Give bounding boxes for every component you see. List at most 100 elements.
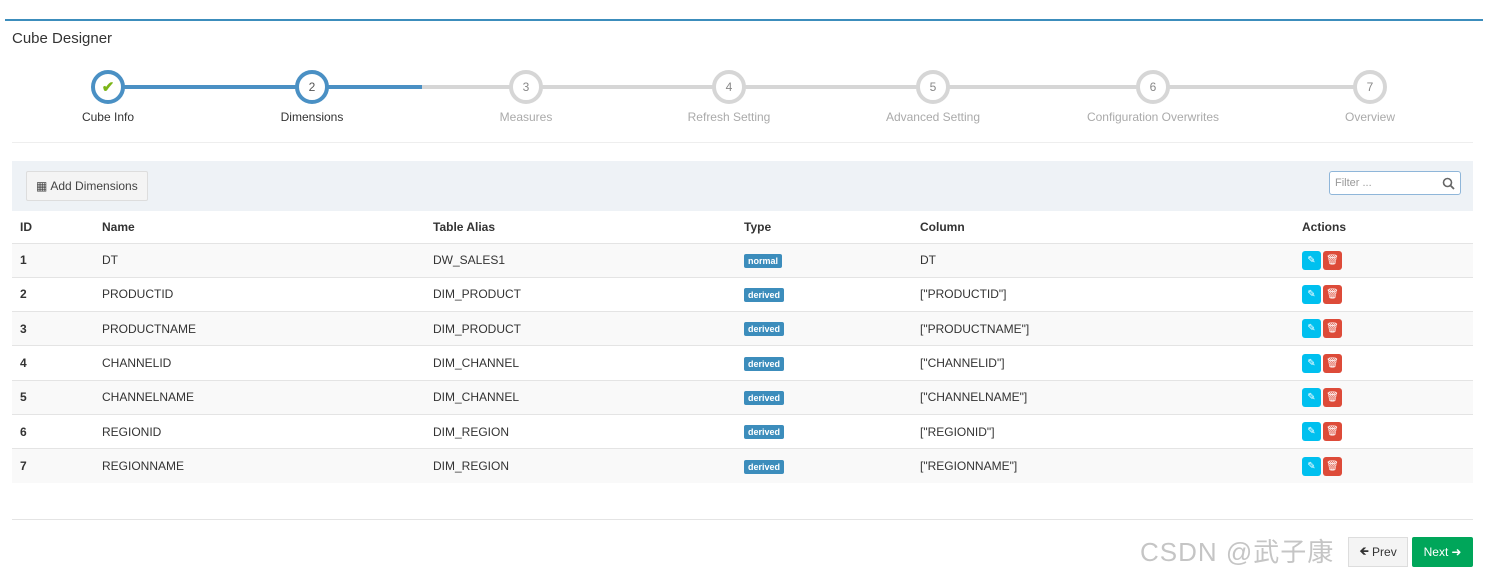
- cell-actions: ✎ 🗑: [1294, 276, 1473, 312]
- type-badge: derived: [744, 322, 785, 337]
- step-5[interactable]: 5 Advanced Setting: [833, 70, 1033, 124]
- step-circle: 7: [1353, 70, 1387, 104]
- step-7[interactable]: 7 Overview: [1270, 70, 1470, 124]
- cell-name: DT: [94, 242, 425, 278]
- delete-button[interactable]: 🗑: [1323, 422, 1342, 442]
- edit-button[interactable]: ✎: [1302, 319, 1321, 339]
- trash-icon: 🗑: [1326, 288, 1339, 300]
- cell-column: DT: [912, 242, 1294, 278]
- pencil-icon: ✎: [1307, 426, 1316, 438]
- trash-icon: 🗑: [1326, 357, 1339, 369]
- trash-icon: 🗑: [1326, 391, 1339, 403]
- cell-id: 7: [12, 448, 94, 484]
- arrow-right-icon: ➜: [1451, 545, 1462, 559]
- cell-actions: ✎ 🗑: [1294, 379, 1473, 415]
- edit-button[interactable]: ✎: [1302, 387, 1321, 407]
- arrow-left-icon: 🡸: [1359, 543, 1370, 558]
- table-row: 3 PRODUCTNAME DIM_PRODUCT derived ["PROD…: [12, 311, 1473, 346]
- type-badge: derived: [744, 390, 785, 405]
- step-6[interactable]: 6 Configuration Overwrites: [1053, 70, 1253, 124]
- cell-name: CHANNELID: [94, 345, 425, 381]
- edit-button[interactable]: ✎: [1302, 456, 1321, 476]
- step-1[interactable]: ✔ Cube Info: [8, 70, 208, 124]
- edit-button[interactable]: ✎: [1302, 353, 1321, 373]
- step-number: 7: [1366, 80, 1374, 94]
- cell-id: 3: [12, 311, 94, 346]
- cell-type: derived: [736, 276, 912, 312]
- prev-button[interactable]: 🡸 Prev: [1348, 537, 1408, 567]
- cell-name: REGIONNAME: [94, 448, 425, 484]
- type-badge: derived: [744, 356, 785, 371]
- step-circle: 3: [509, 70, 543, 104]
- add-dimensions-label: Add Dimensions: [50, 179, 138, 193]
- cell-type: derived: [736, 345, 912, 381]
- edit-button[interactable]: ✎: [1302, 250, 1321, 270]
- trash-icon: 🗑: [1326, 254, 1339, 266]
- step-label: Advanced Setting: [885, 110, 981, 124]
- cell-table-alias: DIM_CHANNEL: [425, 379, 736, 415]
- type-badge: derived: [744, 459, 785, 474]
- column-header: ID: [20, 219, 32, 234]
- step-number: 3: [522, 80, 530, 94]
- progress-track-done: [108, 85, 422, 89]
- edit-button[interactable]: ✎: [1302, 422, 1321, 442]
- divider: [12, 142, 1473, 143]
- cell-type: derived: [736, 448, 912, 484]
- cell-actions: ✎ 🗑: [1294, 311, 1473, 346]
- step-label: Overview: [1344, 110, 1395, 124]
- building-icon: ▦: [36, 179, 48, 193]
- step-circle: 2: [295, 70, 329, 104]
- step-number: 6: [1149, 80, 1157, 94]
- step-circle: 6: [1136, 70, 1170, 104]
- cell-actions: ✎ 🗑: [1294, 242, 1473, 278]
- delete-button[interactable]: 🗑: [1323, 250, 1342, 270]
- table-row: 2 PRODUCTID DIM_PRODUCT derived ["PRODUC…: [12, 276, 1473, 312]
- cell-table-alias: DIM_PRODUCT: [425, 311, 736, 346]
- column-header: Name: [102, 219, 135, 234]
- cell-type: derived: [736, 413, 912, 449]
- cell-id: 1: [12, 242, 94, 278]
- cell-type: derived: [736, 379, 912, 415]
- next-button[interactable]: Next ➜: [1412, 537, 1473, 567]
- step-number: 5: [929, 80, 937, 94]
- type-badge: normal: [744, 253, 783, 268]
- step-label: Refresh Setting: [687, 110, 771, 124]
- cell-table-alias: DW_SALES1: [425, 242, 736, 278]
- step-circle: 4: [712, 70, 746, 104]
- cell-name: CHANNELNAME: [94, 379, 425, 415]
- filter-input[interactable]: Filter ...: [1329, 171, 1461, 195]
- delete-button[interactable]: 🗑: [1323, 284, 1342, 304]
- step-number: 4: [725, 80, 733, 94]
- cell-id: 4: [12, 345, 94, 381]
- cell-column: ["CHANNELNAME"]: [912, 379, 1294, 415]
- table-row: 1 DT DW_SALES1 normal DT ✎ 🗑: [12, 242, 1473, 278]
- delete-button[interactable]: 🗑: [1323, 319, 1342, 339]
- pencil-icon: ✎: [1307, 357, 1316, 369]
- delete-button[interactable]: 🗑: [1323, 387, 1342, 407]
- pencil-icon: ✎: [1307, 460, 1316, 472]
- delete-button[interactable]: 🗑: [1323, 456, 1342, 476]
- cell-name: REGIONID: [94, 413, 425, 449]
- pencil-icon: ✎: [1307, 323, 1316, 335]
- step-2[interactable]: 2 Dimensions: [212, 70, 412, 124]
- filter-placeholder: Filter ...: [1335, 177, 1372, 189]
- cell-column: ["PRODUCTID"]: [912, 276, 1294, 312]
- edit-button[interactable]: ✎: [1302, 284, 1321, 304]
- add-dimensions-button[interactable]: ▦ Add Dimensions: [26, 171, 148, 201]
- step-circle: 5: [916, 70, 950, 104]
- pencil-icon: ✎: [1307, 254, 1316, 266]
- page-title: Cube Designer: [12, 30, 113, 47]
- toolbar: ▦ Add Dimensions Filter ...: [12, 161, 1473, 211]
- step-label: Cube Info: [81, 110, 135, 124]
- check-icon: ✔: [101, 79, 115, 96]
- table-header: ID Name Table Alias Type Column Actions: [12, 211, 1473, 243]
- prev-label: Prev: [1372, 545, 1397, 559]
- type-badge: derived: [744, 287, 785, 302]
- cell-column: ["REGIONNAME"]: [912, 448, 1294, 484]
- step-3[interactable]: 3 Measures: [426, 70, 626, 124]
- cell-id: 2: [12, 276, 94, 312]
- step-4[interactable]: 4 Refresh Setting: [629, 70, 829, 124]
- cell-table-alias: DIM_CHANNEL: [425, 345, 736, 381]
- delete-button[interactable]: 🗑: [1323, 353, 1342, 373]
- column-header: Type: [744, 219, 772, 234]
